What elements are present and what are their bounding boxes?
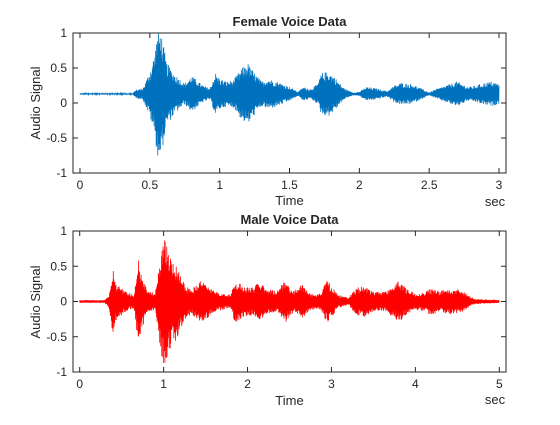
y-axis-label: Audio Signal — [28, 66, 43, 139]
y-tick-label: 0 — [60, 295, 67, 309]
x-tick-label: 1.5 — [281, 178, 298, 192]
x-ticks: 0 0.5 1 1.5 2 2.5 3 — [77, 33, 503, 192]
female-voice-plot: -1 -0.5 0 0.5 1 0 0.5 1 1.5 2 2.5 3 Female Voice D… — [28, 14, 507, 209]
x-axis-label: Time — [275, 193, 303, 208]
waveform-line — [79, 240, 500, 363]
x-tick-label: 0 — [77, 178, 84, 192]
x-tick-label: 1 — [160, 377, 167, 391]
x-tick-label: 1 — [216, 178, 223, 192]
x-tick-label: 0 — [76, 377, 83, 391]
waveform-group — [79, 240, 500, 363]
y-tick-label: 1 — [60, 26, 67, 40]
x-ticks: 0 1 2 3 4 5 — [76, 231, 503, 391]
chart-title: Male Voice Data — [240, 212, 339, 227]
x-tick-label: 2.5 — [421, 178, 438, 192]
plot-area — [73, 33, 506, 173]
x-tick-label: 2 — [356, 178, 363, 192]
waveform-group — [79, 32, 500, 156]
y-tick-label: 0.5 — [50, 61, 67, 75]
y-ticks: -1 -0.5 0 0.5 1 — [46, 224, 506, 379]
x-axis-unit: sec — [485, 194, 506, 209]
x-axis-label: Time — [275, 393, 303, 408]
waveform-line — [79, 32, 500, 156]
y-tick-label: 1 — [60, 224, 67, 238]
chart-title: Female Voice Data — [233, 14, 348, 29]
x-tick-label: 4 — [412, 377, 419, 391]
y-ticks: -1 -0.5 0 0.5 1 — [46, 26, 506, 180]
x-tick-label: 5 — [496, 377, 503, 391]
y-tick-label: -1 — [56, 365, 67, 379]
x-tick-label: 2 — [244, 377, 251, 391]
y-tick-label: 0 — [60, 96, 67, 110]
x-tick-label: 0.5 — [141, 178, 158, 192]
y-tick-label: -0.5 — [46, 330, 67, 344]
y-tick-label: -1 — [56, 166, 67, 180]
x-axis-unit: sec — [485, 392, 506, 407]
x-tick-label: 3 — [328, 377, 335, 391]
y-tick-label: -0.5 — [46, 131, 67, 145]
y-axis-label: Audio Signal — [28, 265, 43, 338]
y-tick-label: 0.5 — [50, 259, 67, 273]
x-tick-label: 3 — [496, 178, 503, 192]
